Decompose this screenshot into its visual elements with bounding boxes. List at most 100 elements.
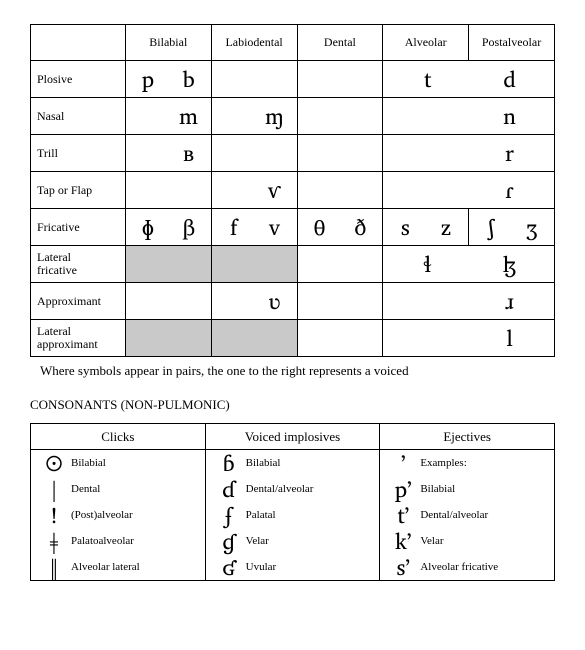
pulmonic-caption: Where symbols appear in pairs, the one t… xyxy=(40,363,565,379)
table-row: Plosivepb td xyxy=(31,61,555,98)
non-pulmonic-header-row: Clicks Voiced implosives Ejectives xyxy=(31,424,555,450)
ipa-cell xyxy=(211,246,297,283)
voiceless-symbol: ʃ xyxy=(471,209,512,245)
table-row: ǃ(Post)alveolarʄPalataltʼDental/alveolar xyxy=(31,502,555,528)
np-label: Dental/alveolar xyxy=(246,483,374,495)
voiceless-symbol: s xyxy=(385,209,426,245)
voiced-symbol: l xyxy=(469,320,551,356)
manner-label: Plosive xyxy=(31,61,126,98)
np-label: Velar xyxy=(420,535,548,547)
voiced-symbol: n xyxy=(469,98,551,134)
ipa-cell: ɾ xyxy=(383,172,555,209)
ipa-cell xyxy=(125,172,211,209)
ipa-cell xyxy=(125,246,211,283)
np-label: Examples: xyxy=(420,457,548,469)
np-label: Bilabial xyxy=(420,483,548,495)
np-label: (Post)alveolar xyxy=(71,509,199,521)
np-cell: sʼAlveolar fricative xyxy=(380,554,555,581)
voiced-symbol: β xyxy=(168,209,209,245)
voiceless-symbol: ɬ xyxy=(387,246,469,282)
voiced-symbol: ʒ xyxy=(512,209,553,245)
place-header: Labiodental xyxy=(211,25,297,61)
ipa-cell: θð xyxy=(297,209,383,246)
voiced-symbol: ⱱ xyxy=(254,172,295,208)
np-label: Velar xyxy=(246,535,374,547)
table-row: ǀDentalɗDental/alveolarpʼBilabial xyxy=(31,476,555,502)
voiced-symbol: v xyxy=(254,209,295,245)
pulmonic-consonant-table: Bilabial Labiodental Dental Alveolar Pos… xyxy=(30,24,555,357)
ipa-cell xyxy=(297,61,383,98)
ipa-cell: td xyxy=(383,61,555,98)
np-cell: ʛUvular xyxy=(205,554,380,581)
np-label: Alveolar fricative xyxy=(420,561,548,573)
voiced-symbol: ɾ xyxy=(469,172,551,208)
ipa-cell: ɹ xyxy=(383,283,555,320)
ipa-cell xyxy=(297,246,383,283)
ipa-cell: ⱱ xyxy=(211,172,297,209)
table-row: Nasalm ɱ n xyxy=(31,98,555,135)
ipa-cell: ɬɮ xyxy=(383,246,555,283)
voiced-symbol: ɱ xyxy=(254,98,295,134)
ipa-cell xyxy=(211,135,297,172)
voiceless-symbol: p xyxy=(128,61,169,97)
manner-label: Nasal xyxy=(31,98,126,135)
np-label: Bilabial xyxy=(246,457,374,469)
voiceless-symbol: t xyxy=(387,61,469,97)
non-pulmonic-table: Clicks Voiced implosives Ejectives ʘBila… xyxy=(30,423,555,581)
place-header: Dental xyxy=(297,25,383,61)
place-header: Alveolar xyxy=(383,25,469,61)
np-label: Palatoalveolar xyxy=(71,535,199,547)
np-label: Dental/alveolar xyxy=(420,509,548,521)
np-label: Dental xyxy=(71,483,199,495)
voiced-symbol: r xyxy=(469,135,551,171)
table-row: ǁAlveolar lateralʛUvularsʼAlveolar frica… xyxy=(31,554,555,581)
voiceless-symbol: f xyxy=(213,209,254,245)
table-row: ʘBilabialɓBilabialʼExamples: xyxy=(31,450,555,477)
table-row: Trill ʙ r xyxy=(31,135,555,172)
voiced-symbol: ð xyxy=(340,209,381,245)
voiced-symbol: ɮ xyxy=(469,246,551,282)
voiced-symbol: ɹ xyxy=(469,283,551,319)
voiced-symbol: ʋ xyxy=(254,283,295,319)
voiced-symbol: z xyxy=(426,209,467,245)
voiceless-symbol: ɸ xyxy=(128,209,169,245)
np-label: Palatal xyxy=(246,509,374,521)
ipa-cell xyxy=(297,283,383,320)
ipa-cell: l xyxy=(383,320,555,357)
np-symbol: ʛ xyxy=(212,549,246,585)
np-label: Uvular xyxy=(246,561,374,573)
ipa-cell: pb xyxy=(125,61,211,98)
ipa-cell: r xyxy=(383,135,555,172)
manner-label: Approximant xyxy=(31,283,126,320)
ipa-cell: ɸβ xyxy=(125,209,211,246)
voiced-symbol: b xyxy=(168,61,209,97)
table-row: Tap or Flap ⱱ ɾ xyxy=(31,172,555,209)
ipa-cell xyxy=(297,172,383,209)
table-row: Approximant ʋ ɹ xyxy=(31,283,555,320)
np-cell: ǁAlveolar lateral xyxy=(31,554,206,581)
voiceless-symbol: θ xyxy=(299,209,340,245)
place-header: Bilabial xyxy=(125,25,211,61)
ipa-cell xyxy=(125,283,211,320)
manner-label: Trill xyxy=(31,135,126,172)
ipa-cell xyxy=(211,61,297,98)
manner-label: Lateralfricative xyxy=(31,246,126,283)
voiced-symbol: d xyxy=(469,61,551,97)
ipa-cell xyxy=(125,320,211,357)
voiced-symbol: ʙ xyxy=(168,135,209,171)
table-row: Fricativeɸβfvθðszʃʒ xyxy=(31,209,555,246)
ipa-cell xyxy=(297,320,383,357)
ipa-cell xyxy=(211,320,297,357)
ipa-cell: ʋ xyxy=(211,283,297,320)
ipa-cell: m xyxy=(125,98,211,135)
np-symbol: ǁ xyxy=(37,549,71,585)
ipa-cell: fv xyxy=(211,209,297,246)
table-row: Lateralfricative ɬɮ xyxy=(31,246,555,283)
manner-label: Lateralapproximant xyxy=(31,320,126,357)
manner-label: Tap or Flap xyxy=(31,172,126,209)
place-header: Postalveolar xyxy=(469,25,555,61)
table-row: ǂPalatoalveolarɠVelarkʼVelar xyxy=(31,528,555,554)
ipa-cell xyxy=(297,135,383,172)
ipa-cell: sz xyxy=(383,209,469,246)
non-pulmonic-title: CONSONANTS (NON-PULMONIC) xyxy=(30,397,565,413)
